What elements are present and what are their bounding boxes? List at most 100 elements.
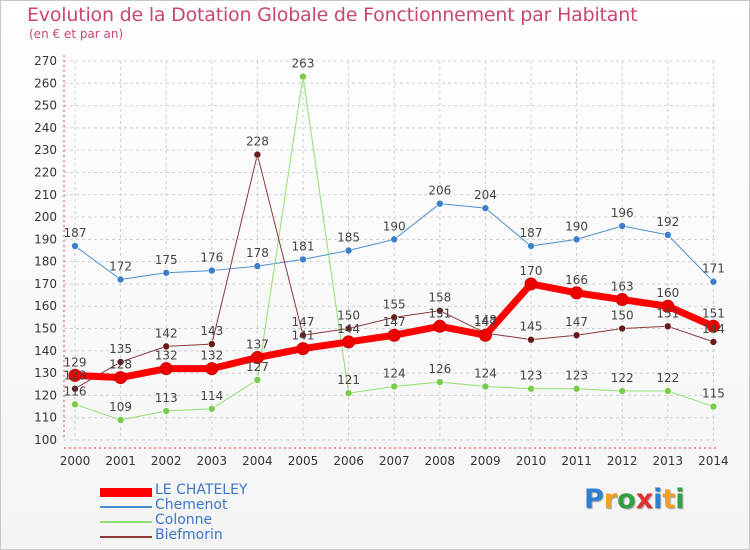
brand-letter: t bbox=[662, 484, 676, 515]
data-point bbox=[435, 199, 444, 208]
y-tick-label: 190 bbox=[34, 232, 57, 246]
data-label: 123 bbox=[520, 369, 543, 383]
data-label: 147 bbox=[474, 315, 497, 329]
data-label: 128 bbox=[109, 358, 132, 372]
data-label: 124 bbox=[383, 366, 406, 380]
data-label: 122 bbox=[611, 371, 634, 385]
x-tick-label: 2012 bbox=[607, 454, 638, 468]
y-tick-label: 200 bbox=[34, 210, 57, 224]
x-tick-label: 2013 bbox=[653, 454, 684, 468]
data-label: 122 bbox=[656, 371, 679, 385]
legend-swatch bbox=[100, 521, 152, 523]
data-label: 116 bbox=[64, 384, 87, 398]
data-point bbox=[661, 299, 675, 313]
data-point bbox=[572, 384, 581, 393]
data-label: 163 bbox=[611, 280, 634, 294]
data-label: 123 bbox=[565, 369, 588, 383]
legend-label: Chemenot bbox=[155, 497, 228, 513]
y-tick-label: 160 bbox=[34, 299, 57, 313]
data-point bbox=[253, 150, 262, 159]
data-point bbox=[68, 368, 82, 382]
data-label: 206 bbox=[428, 184, 451, 198]
data-label: 129 bbox=[64, 355, 87, 369]
data-label: 190 bbox=[565, 219, 588, 233]
data-point bbox=[706, 319, 720, 333]
y-tick-label: 120 bbox=[34, 388, 57, 402]
y-tick-label: 140 bbox=[34, 344, 57, 358]
data-point bbox=[481, 382, 490, 391]
data-point bbox=[663, 322, 672, 331]
data-point bbox=[299, 331, 307, 340]
legend-label: Biefmorin bbox=[155, 527, 223, 543]
x-tick-label: 2014 bbox=[698, 454, 729, 468]
data-label: 132 bbox=[155, 349, 178, 363]
data-point bbox=[524, 277, 538, 291]
data-label: 166 bbox=[565, 273, 588, 287]
data-label: 158 bbox=[428, 291, 451, 305]
data-point bbox=[71, 384, 79, 393]
data-label: 190 bbox=[383, 219, 406, 233]
data-point bbox=[162, 407, 170, 415]
y-tick-label: 220 bbox=[34, 165, 57, 179]
data-point bbox=[253, 262, 262, 270]
data-point bbox=[390, 313, 399, 322]
data-point bbox=[663, 231, 672, 239]
brand-letter: i bbox=[675, 484, 685, 515]
data-label: 178 bbox=[246, 246, 269, 260]
x-tick-label: 2007 bbox=[379, 454, 410, 468]
data-label: 113 bbox=[155, 391, 178, 405]
data-point bbox=[433, 319, 447, 333]
data-point bbox=[299, 255, 307, 264]
data-label: 155 bbox=[383, 297, 406, 311]
data-point bbox=[296, 342, 310, 356]
data-point bbox=[570, 286, 584, 300]
data-label: 114 bbox=[200, 389, 223, 403]
data-label: 170 bbox=[520, 264, 543, 278]
data-point bbox=[71, 242, 79, 250]
data-label: 187 bbox=[520, 226, 543, 240]
chart-title: Evolution de la Dotation Globale de Fonc… bbox=[27, 4, 638, 26]
legend-swatch bbox=[100, 506, 152, 508]
data-point bbox=[71, 400, 79, 409]
data-point bbox=[527, 242, 535, 250]
brand-letter: o bbox=[617, 484, 636, 515]
data-point bbox=[342, 335, 356, 349]
data-point bbox=[709, 338, 718, 346]
data-label: 187 bbox=[64, 226, 87, 240]
y-tick-label: 130 bbox=[34, 366, 57, 380]
data-point bbox=[435, 306, 444, 315]
data-label: 115 bbox=[702, 387, 725, 401]
data-point bbox=[208, 404, 216, 413]
data-label: 123 bbox=[64, 369, 87, 383]
data-label: 147 bbox=[292, 315, 315, 329]
data-label: 204 bbox=[474, 188, 497, 202]
x-tick-label: 2008 bbox=[425, 454, 456, 468]
data-label: 137 bbox=[246, 338, 269, 352]
data-point bbox=[618, 387, 627, 395]
x-tick-label: 2003 bbox=[197, 454, 228, 468]
data-label: 181 bbox=[292, 239, 315, 253]
data-label: 151 bbox=[702, 306, 725, 320]
brand-letter: r bbox=[603, 484, 618, 515]
x-tick-label: 2005 bbox=[288, 454, 319, 468]
data-label: 127 bbox=[246, 360, 269, 374]
data-point bbox=[663, 387, 672, 395]
data-point bbox=[435, 378, 444, 386]
data-point bbox=[344, 246, 353, 255]
data-label: 142 bbox=[155, 326, 178, 340]
y-tick-label: 250 bbox=[34, 99, 57, 113]
data-point bbox=[116, 416, 125, 424]
y-tick-label: 150 bbox=[34, 322, 57, 336]
data-point bbox=[390, 382, 399, 391]
y-tick-label: 260 bbox=[34, 76, 57, 90]
brand-letter: x bbox=[635, 484, 654, 515]
data-point bbox=[208, 340, 216, 348]
x-tick-label: 2006 bbox=[333, 454, 364, 468]
data-point bbox=[159, 362, 173, 376]
x-tick-label: 2011 bbox=[561, 454, 592, 468]
data-label: 263 bbox=[292, 57, 315, 71]
brand-letter: P bbox=[584, 484, 604, 515]
data-point bbox=[116, 275, 125, 284]
data-label: 196 bbox=[611, 206, 634, 220]
